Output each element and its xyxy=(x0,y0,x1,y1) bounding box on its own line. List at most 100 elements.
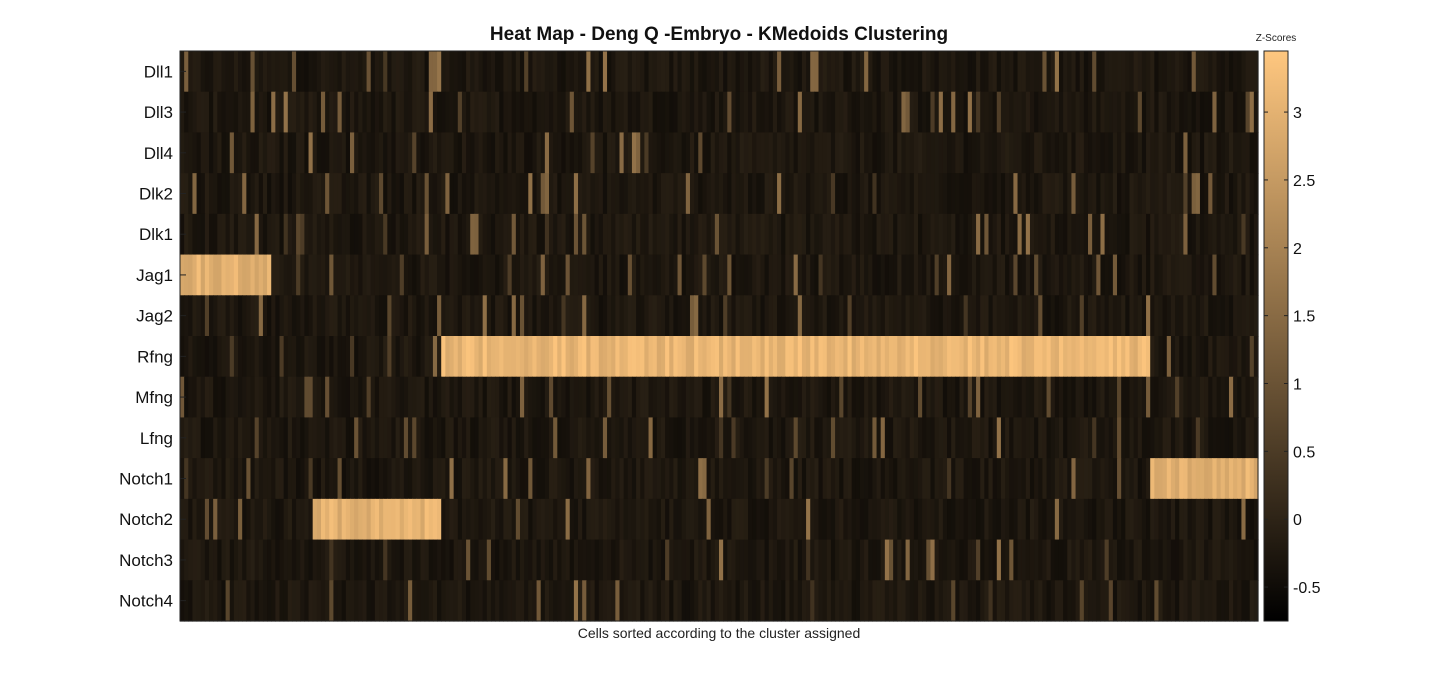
heatmap-cell-dll3-214 xyxy=(1067,91,1073,134)
heatmap-cell-notch2-36 xyxy=(329,498,335,541)
heatmap-cell-notch4-179 xyxy=(922,580,927,622)
heatmap-cell-dlk2-224 xyxy=(1108,173,1114,215)
heatmap-cell-dlk2-36 xyxy=(329,173,335,215)
heatmap-cell-notch2-135 xyxy=(739,498,745,541)
heatmap-cell-notch3-79 xyxy=(507,539,513,581)
heatmap-cell-notch2-122 xyxy=(685,498,691,541)
heatmap-cell-dll3-41 xyxy=(349,91,355,134)
heatmap-cell-notch1-122 xyxy=(685,458,691,500)
heatmap-cell-dll4-248 xyxy=(1208,132,1213,174)
heatmap-cell-dlk1-87 xyxy=(540,213,546,256)
heatmap-cell-notch1-109 xyxy=(631,458,637,500)
heatmap-cell-dlk2-133 xyxy=(731,173,737,215)
heatmap-cell-notch1-214 xyxy=(1067,458,1073,500)
heatmap-cell-dll3-25 xyxy=(283,91,289,134)
heatmap-cell-notch1-114 xyxy=(652,458,658,500)
heatmap-cell-dlk2-26 xyxy=(287,173,293,215)
heatmap-cell-dlk1-17 xyxy=(250,213,256,256)
heatmap-cell-notch2-74 xyxy=(486,498,492,541)
heatmap-cell-dll4-45 xyxy=(366,132,372,174)
heatmap-cell-dll3-259 xyxy=(1253,91,1259,134)
heatmap-cell-notch2-112 xyxy=(644,498,650,541)
heatmap-cell-dll3-35 xyxy=(325,91,330,134)
heatmap-cell-jag2-117 xyxy=(665,295,670,337)
heatmap-cell-notch3-221 xyxy=(1096,539,1102,581)
heatmap-cell-jag1-83 xyxy=(524,254,529,296)
heatmap-cell-dll3-50 xyxy=(387,91,393,134)
heatmap-cell-rfng-24 xyxy=(279,336,285,378)
heatmap-cell-mfng-79 xyxy=(507,376,513,419)
heatmap-cell-dll4-200 xyxy=(1009,132,1014,174)
heatmap-cell-dll3-23 xyxy=(275,91,281,134)
colorbar-tick-label: 1 xyxy=(1293,377,1302,394)
heatmap-cell-dll3-144 xyxy=(777,91,782,134)
heatmap-cell-dll1-148 xyxy=(793,51,799,93)
heatmap-cell-dll3-116 xyxy=(660,91,666,134)
heatmap-cell-dlk1-38 xyxy=(337,213,343,256)
heatmap-cell-notch3-247 xyxy=(1204,539,1209,581)
heatmap-cell-dlk2-32 xyxy=(312,173,318,215)
heatmap-cell-rfng-147 xyxy=(789,336,795,378)
heatmap-cell-notch3-234 xyxy=(1150,539,1155,581)
heatmap-cell-lfng-257 xyxy=(1245,417,1251,459)
heatmap-cell-rfng-192 xyxy=(976,336,981,378)
heatmap-cell-notch1-248 xyxy=(1208,458,1213,500)
heatmap-cell-notch3-40 xyxy=(345,539,351,581)
heatmap-cell-notch4-168 xyxy=(876,580,882,622)
heatmap-cell-jag2-252 xyxy=(1224,295,1230,337)
heatmap-cell-rfng-209 xyxy=(1046,336,1052,378)
heatmap-cell-jag2-35 xyxy=(325,295,330,337)
heatmap-cell-jag1-123 xyxy=(689,254,695,296)
heatmap-cell-notch1-177 xyxy=(913,458,919,500)
heatmap-cell-dlk1-41 xyxy=(349,213,355,256)
heatmap-cell-notch2-94 xyxy=(569,498,575,541)
heatmap-cell-rfng-91 xyxy=(557,336,563,378)
heatmap-cell-notch3-140 xyxy=(760,539,766,581)
heatmap-cell-notch2-209 xyxy=(1046,498,1052,541)
heatmap-cell-jag1-190 xyxy=(967,254,973,296)
heatmap-cell-dlk2-208 xyxy=(1042,173,1048,215)
heatmap-cell-lfng-143 xyxy=(772,417,778,459)
heatmap-cell-dll3-149 xyxy=(797,91,803,134)
heatmap-cell-mfng-57 xyxy=(416,376,422,419)
heatmap-cell-dlk1-214 xyxy=(1067,213,1073,256)
heatmap-cell-notch1-30 xyxy=(304,458,310,500)
heatmap-cell-dll1-189 xyxy=(963,51,969,93)
heatmap-cell-mfng-122 xyxy=(685,376,691,419)
heatmap-cell-notch1-124 xyxy=(694,458,699,500)
heatmap-cell-jag2-96 xyxy=(578,295,583,337)
heatmap-cell-notch4-91 xyxy=(557,580,563,622)
heatmap-cell-mfng-188 xyxy=(959,376,965,419)
heatmap-cell-dlk1-124 xyxy=(694,213,699,256)
heatmap-cell-dll4-179 xyxy=(922,132,927,174)
heatmap-cell-jag1-251 xyxy=(1220,254,1226,296)
heatmap-cell-lfng-209 xyxy=(1046,417,1052,459)
heatmap-cell-dlk2-143 xyxy=(772,173,778,215)
heatmap-cell-dlk1-94 xyxy=(569,213,575,256)
heatmap-cell-notch4-215 xyxy=(1071,580,1077,622)
heatmap-cell-notch4-94 xyxy=(569,580,575,622)
heatmap-cell-mfng-206 xyxy=(1034,376,1039,419)
heatmap-cell-notch4-67 xyxy=(457,580,463,622)
heatmap-cell-notch3-241 xyxy=(1179,539,1184,581)
heatmap-cell-dlk1-13 xyxy=(233,213,239,256)
heatmap-cell-notch2-21 xyxy=(267,498,272,541)
heatmap-cell-notch3-66 xyxy=(453,539,459,581)
heatmap-cell-lfng-28 xyxy=(296,417,301,459)
heatmap-cell-notch2-85 xyxy=(532,498,538,541)
heatmap-cell-lfng-144 xyxy=(777,417,782,459)
heatmap-cell-notch1-211 xyxy=(1054,458,1060,500)
heatmap-cell-notch1-255 xyxy=(1237,458,1243,500)
heatmap-cell-jag1-105 xyxy=(615,254,621,296)
heatmap-cell-dlk2-114 xyxy=(652,173,658,215)
heatmap-cell-dlk2-177 xyxy=(913,173,919,215)
heatmap-cell-notch2-55 xyxy=(408,498,413,541)
heatmap-cell-notch2-222 xyxy=(1100,498,1106,541)
heatmap-cell-notch3-86 xyxy=(536,539,542,581)
heatmap-cell-dll3-158 xyxy=(835,91,840,134)
heatmap-cell-notch1-187 xyxy=(955,458,961,500)
heatmap-cell-dlk2-77 xyxy=(499,173,504,215)
heatmap-cell-notch2-229 xyxy=(1129,498,1135,541)
heatmap-cell-mfng-191 xyxy=(971,376,977,419)
heatmap-cell-notch3-107 xyxy=(623,539,629,581)
